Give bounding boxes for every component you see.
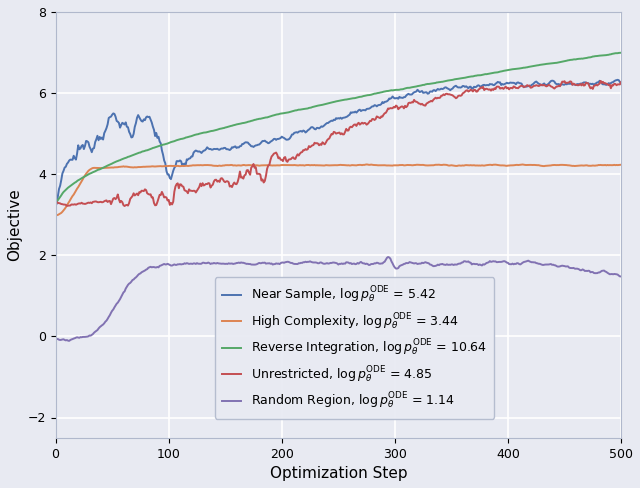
- High Complexity, $\log p_{\theta}^{\mathrm{ODE}}$ = 3.44: [52, 212, 60, 218]
- Reverse Integration, $\log p_{\theta}^{\mathrm{ODE}}$ = 10.64: [257, 116, 265, 122]
- High Complexity, $\log p_{\theta}^{\mathrm{ODE}}$ = 3.44: [259, 163, 266, 168]
- Near Sample, $\log p_{\theta}^{\mathrm{ODE}}$ = 5.42: [617, 80, 625, 86]
- Random Region, $\log p_{\theta}^{\mathrm{ODE}}$ = 1.14: [522, 259, 530, 264]
- Random Region, $\log p_{\theta}^{\mathrm{ODE}}$ = 1.14: [418, 260, 426, 265]
- High Complexity, $\log p_{\theta}^{\mathrm{ODE}}$ = 3.44: [617, 162, 625, 168]
- X-axis label: Optimization Step: Optimization Step: [269, 466, 407, 481]
- Near Sample, $\log p_{\theta}^{\mathrm{ODE}}$ = 5.42: [52, 203, 60, 208]
- Near Sample, $\log p_{\theta}^{\mathrm{ODE}}$ = 5.42: [614, 77, 621, 83]
- Reverse Integration, $\log p_{\theta}^{\mathrm{ODE}}$ = 10.64: [416, 83, 424, 89]
- Reverse Integration, $\log p_{\theta}^{\mathrm{ODE}}$ = 10.64: [192, 132, 200, 138]
- Random Region, $\log p_{\theta}^{\mathrm{ODE}}$ = 1.14: [384, 254, 392, 260]
- Unrestricted, $\log p_{\theta}^{\mathrm{ODE}}$ = 4.85: [121, 203, 129, 209]
- Random Region, $\log p_{\theta}^{\mathrm{ODE}}$ = 1.14: [52, 336, 60, 342]
- Reverse Integration, $\log p_{\theta}^{\mathrm{ODE}}$ = 10.64: [617, 50, 625, 56]
- Unrestricted, $\log p_{\theta}^{\mathrm{ODE}}$ = 4.85: [217, 176, 225, 182]
- High Complexity, $\log p_{\theta}^{\mathrm{ODE}}$ = 3.44: [425, 163, 433, 168]
- High Complexity, $\log p_{\theta}^{\mathrm{ODE}}$ = 3.44: [193, 163, 201, 168]
- Reverse Integration, $\log p_{\theta}^{\mathrm{ODE}}$ = 10.64: [520, 65, 527, 71]
- Random Region, $\log p_{\theta}^{\mathrm{ODE}}$ = 1.14: [193, 260, 201, 266]
- Near Sample, $\log p_{\theta}^{\mathrm{ODE}}$ = 5.42: [216, 147, 223, 153]
- Unrestricted, $\log p_{\theta}^{\mathrm{ODE}}$ = 4.85: [259, 177, 266, 183]
- Reverse Integration, $\log p_{\theta}^{\mathrm{ODE}}$ = 10.64: [422, 81, 430, 87]
- Unrestricted, $\log p_{\theta}^{\mathrm{ODE}}$ = 4.85: [521, 84, 529, 90]
- High Complexity, $\log p_{\theta}^{\mathrm{ODE}}$ = 3.44: [363, 162, 371, 167]
- Near Sample, $\log p_{\theta}^{\mathrm{ODE}}$ = 5.42: [192, 147, 200, 153]
- Random Region, $\log p_{\theta}^{\mathrm{ODE}}$ = 1.14: [259, 260, 266, 265]
- Unrestricted, $\log p_{\theta}^{\mathrm{ODE}}$ = 4.85: [617, 79, 625, 85]
- Near Sample, $\log p_{\theta}^{\mathrm{ODE}}$ = 5.42: [422, 89, 430, 95]
- Y-axis label: Objective: Objective: [7, 188, 22, 261]
- Line: Near Sample, $\log p_{\theta}^{\mathrm{ODE}}$ = 5.42: Near Sample, $\log p_{\theta}^{\mathrm{O…: [56, 80, 621, 205]
- Random Region, $\log p_{\theta}^{\mathrm{ODE}}$ = 1.14: [425, 261, 433, 266]
- Unrestricted, $\log p_{\theta}^{\mathrm{ODE}}$ = 4.85: [424, 100, 431, 106]
- Line: Reverse Integration, $\log p_{\theta}^{\mathrm{ODE}}$ = 10.64: Reverse Integration, $\log p_{\theta}^{\…: [56, 53, 621, 203]
- Unrestricted, $\log p_{\theta}^{\mathrm{ODE}}$ = 4.85: [52, 200, 60, 205]
- Line: High Complexity, $\log p_{\theta}^{\mathrm{ODE}}$ = 3.44: High Complexity, $\log p_{\theta}^{\math…: [56, 164, 621, 215]
- Unrestricted, $\log p_{\theta}^{\mathrm{ODE}}$ = 4.85: [193, 188, 201, 194]
- High Complexity, $\log p_{\theta}^{\mathrm{ODE}}$ = 3.44: [53, 212, 61, 218]
- Line: Random Region, $\log p_{\theta}^{\mathrm{ODE}}$ = 1.14: Random Region, $\log p_{\theta}^{\mathrm…: [56, 257, 621, 341]
- Random Region, $\log p_{\theta}^{\mathrm{ODE}}$ = 1.14: [65, 338, 73, 344]
- Random Region, $\log p_{\theta}^{\mathrm{ODE}}$ = 1.14: [617, 274, 625, 280]
- High Complexity, $\log p_{\theta}^{\mathrm{ODE}}$ = 3.44: [217, 163, 225, 169]
- Legend: Near Sample, $\log p_{\theta}^{\mathrm{ODE}}$ = 5.42, High Complexity, $\log p_{: Near Sample, $\log p_{\theta}^{\mathrm{O…: [214, 278, 495, 419]
- High Complexity, $\log p_{\theta}^{\mathrm{ODE}}$ = 3.44: [522, 162, 530, 168]
- Near Sample, $\log p_{\theta}^{\mathrm{ODE}}$ = 5.42: [520, 84, 527, 90]
- Unrestricted, $\log p_{\theta}^{\mathrm{ODE}}$ = 4.85: [597, 78, 605, 84]
- Reverse Integration, $\log p_{\theta}^{\mathrm{ODE}}$ = 10.64: [216, 126, 223, 132]
- Random Region, $\log p_{\theta}^{\mathrm{ODE}}$ = 1.14: [217, 261, 225, 266]
- Unrestricted, $\log p_{\theta}^{\mathrm{ODE}}$ = 4.85: [417, 102, 425, 107]
- Near Sample, $\log p_{\theta}^{\mathrm{ODE}}$ = 5.42: [416, 89, 424, 95]
- Line: Unrestricted, $\log p_{\theta}^{\mathrm{ODE}}$ = 4.85: Unrestricted, $\log p_{\theta}^{\mathrm{…: [56, 81, 621, 206]
- Near Sample, $\log p_{\theta}^{\mathrm{ODE}}$ = 5.42: [257, 140, 265, 145]
- Reverse Integration, $\log p_{\theta}^{\mathrm{ODE}}$ = 10.64: [52, 200, 60, 206]
- High Complexity, $\log p_{\theta}^{\mathrm{ODE}}$ = 3.44: [418, 162, 426, 168]
